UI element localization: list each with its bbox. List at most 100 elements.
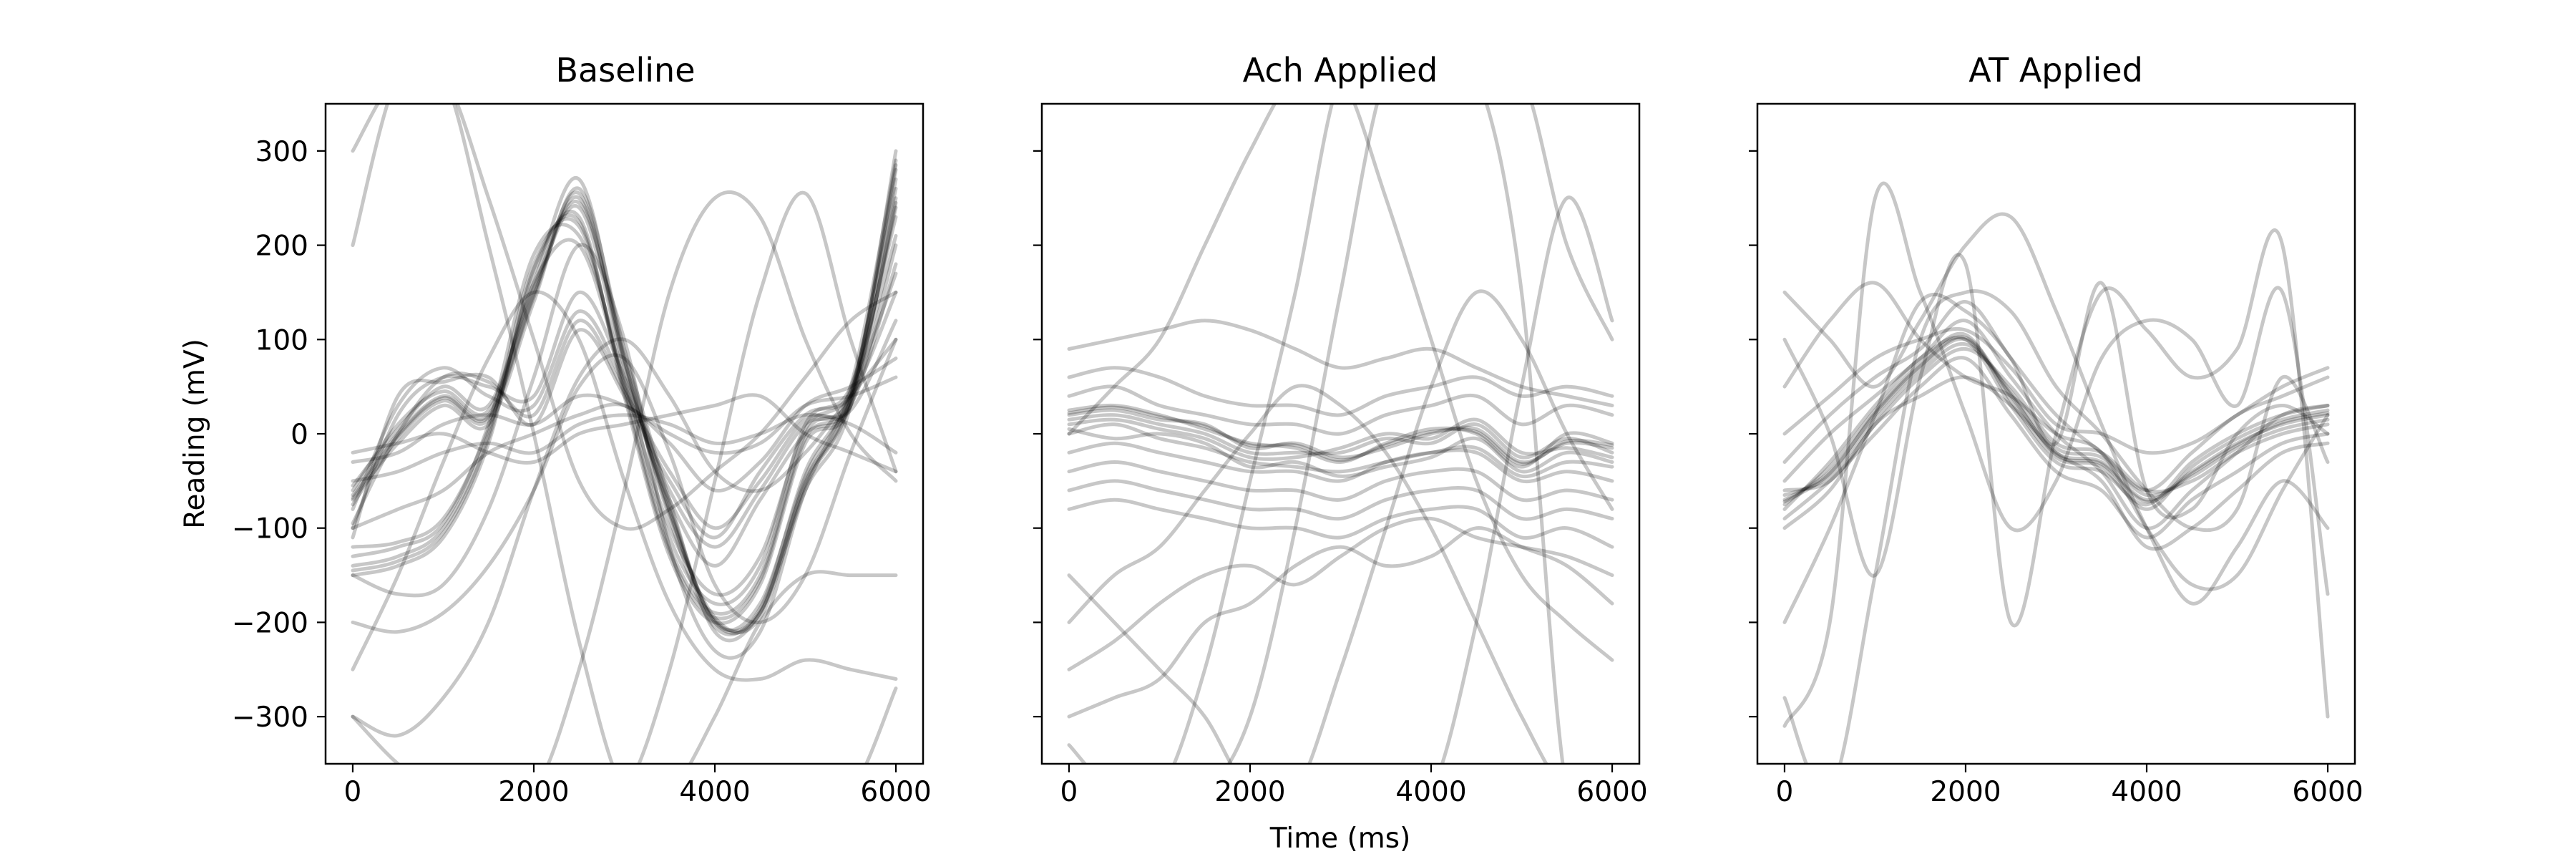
x-tick-label: 6000 bbox=[2292, 776, 2363, 808]
panel-title-ach-applied: Ach Applied bbox=[1243, 51, 1438, 89]
trace-line bbox=[1067, 319, 1614, 407]
panel-baseline: Baseline 0 2000 4000 6000 −300 −200 −100 0 100 20… bbox=[179, 51, 932, 808]
trace-line bbox=[351, 412, 898, 483]
trace-line bbox=[1067, 422, 1614, 479]
x-tick-label: 4000 bbox=[1395, 776, 1466, 808]
trace-line bbox=[1067, 498, 1614, 549]
trace-line bbox=[351, 149, 898, 643]
trace-line bbox=[351, 337, 898, 738]
trace-line bbox=[1067, 405, 1614, 466]
trace-line bbox=[1782, 336, 2330, 502]
trace-line bbox=[1782, 346, 2330, 494]
x-tick-label: 2000 bbox=[1214, 776, 1285, 808]
trace-line bbox=[1067, 427, 1614, 478]
trace-line bbox=[1067, 403, 1614, 469]
y-tick-label: 200 bbox=[255, 230, 308, 263]
trace-line bbox=[1782, 181, 2330, 728]
trace-line bbox=[1067, 104, 1380, 764]
trace-line bbox=[1782, 281, 2330, 591]
y-tick-label: 100 bbox=[255, 324, 308, 356]
trace-line bbox=[351, 262, 898, 549]
trace-line bbox=[1067, 460, 1614, 503]
x-tick-label: 2000 bbox=[1930, 776, 2001, 808]
trace-line bbox=[1067, 384, 1548, 764]
panel-title-baseline: Baseline bbox=[555, 51, 695, 89]
trace-line bbox=[351, 177, 898, 634]
trace-line bbox=[351, 356, 898, 530]
traces-ach-applied bbox=[1067, 104, 1614, 764]
y-axis-label: Reading (mV) bbox=[179, 339, 211, 529]
panel-at-applied: AT Applied 0 2000 4000 6000 bbox=[1749, 51, 2363, 808]
trace-line bbox=[1782, 319, 2330, 530]
trace-line bbox=[351, 205, 898, 616]
trace-line bbox=[1782, 356, 2330, 540]
panel-ach-applied: Ach Applied 0 2000 4000 6000 Time (ms) bbox=[1033, 51, 1648, 855]
trace-line bbox=[351, 393, 898, 474]
trace-line bbox=[351, 196, 898, 626]
trace-line bbox=[1782, 289, 2330, 764]
trace-line bbox=[351, 215, 898, 606]
trace-line bbox=[351, 190, 898, 764]
trace-line bbox=[351, 163, 898, 633]
trace-line bbox=[351, 375, 898, 464]
y-tick-label: −300 bbox=[232, 702, 308, 734]
ticks-ach-applied: 0 2000 4000 6000 bbox=[1033, 150, 1648, 808]
trace-line bbox=[1782, 331, 2330, 511]
y-tick-label: 0 bbox=[291, 419, 308, 451]
trace-line bbox=[351, 233, 898, 597]
traces-at-applied bbox=[1782, 181, 2330, 764]
x-tick-label: 0 bbox=[344, 776, 362, 808]
x-tick-label: 6000 bbox=[1576, 776, 1647, 808]
trace-line bbox=[1067, 413, 1614, 460]
trace-line bbox=[351, 337, 898, 634]
x-tick-label: 4000 bbox=[2111, 776, 2182, 808]
x-tick-label: 2000 bbox=[498, 776, 569, 808]
y-tick-label: −200 bbox=[232, 607, 308, 639]
trace-line bbox=[351, 319, 898, 530]
trace-line bbox=[1067, 384, 1614, 436]
trace-line bbox=[1067, 479, 1614, 521]
trace-line bbox=[351, 243, 898, 660]
trace-line bbox=[1067, 104, 1614, 662]
trace-line bbox=[1067, 289, 1614, 764]
x-tick-label: 0 bbox=[1776, 776, 1794, 808]
x-tick-label: 4000 bbox=[679, 776, 750, 808]
trace-line bbox=[351, 243, 898, 568]
y-tick-label: −100 bbox=[232, 513, 308, 545]
trace-line bbox=[351, 290, 898, 540]
ticks-at-applied: 0 2000 4000 6000 bbox=[1749, 150, 2363, 808]
trace-line bbox=[1067, 417, 1614, 461]
trace-line bbox=[1782, 326, 2330, 455]
trace-line bbox=[1782, 212, 2330, 606]
trace-line bbox=[351, 290, 898, 682]
trace-line bbox=[1484, 104, 1565, 764]
trace-line bbox=[1440, 195, 1614, 764]
x-tick-label: 6000 bbox=[860, 776, 931, 808]
trace-line bbox=[1067, 526, 1614, 719]
trace-line bbox=[351, 187, 898, 632]
x-tick-label: 0 bbox=[1060, 776, 1078, 808]
x-axis-label: Time (ms) bbox=[1269, 822, 1411, 855]
trace-line bbox=[637, 190, 898, 764]
trace-line bbox=[1782, 375, 2330, 551]
traces-baseline bbox=[351, 104, 898, 764]
trace-line bbox=[1782, 341, 2330, 498]
trace-line bbox=[1782, 335, 2330, 511]
panel-title-at-applied: AT Applied bbox=[1968, 51, 2143, 89]
trace-line bbox=[1067, 441, 1614, 484]
trace-line bbox=[1782, 300, 2330, 492]
trace-line bbox=[1172, 104, 1614, 764]
trace-line bbox=[1782, 228, 2330, 719]
ticks-baseline: 0 2000 4000 6000 −300 −200 −100 0 100 200 300 bbox=[232, 136, 932, 808]
y-tick-label: 300 bbox=[255, 136, 308, 168]
trace-line bbox=[351, 104, 898, 531]
trace-line bbox=[1067, 516, 1614, 671]
trace-line bbox=[351, 104, 898, 764]
trace-line bbox=[1067, 366, 1614, 417]
trace-line bbox=[351, 158, 898, 636]
trace-line bbox=[351, 168, 898, 636]
trace-line bbox=[1782, 335, 2330, 504]
trace-line bbox=[1782, 281, 2330, 624]
